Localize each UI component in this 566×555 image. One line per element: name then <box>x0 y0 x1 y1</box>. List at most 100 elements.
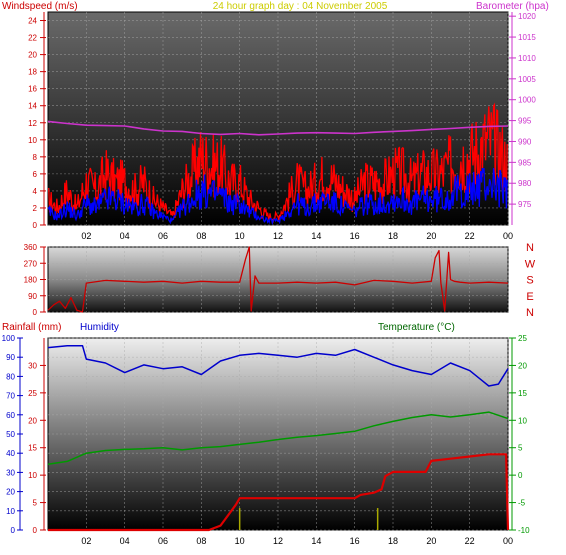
temperature-tick-label: -10 <box>518 526 530 535</box>
wind-tick-label: 8 <box>33 153 38 162</box>
rain-x-tick-label: 22 <box>465 536 475 546</box>
humidity-axis-label: Humidity <box>80 322 119 333</box>
rain-tick-label: 5 <box>33 499 38 508</box>
rainfall-axis-label: Rainfall (mm) <box>2 322 61 333</box>
wind-tick-label: 14 <box>28 102 37 111</box>
wind-tick-label: 24 <box>28 17 37 26</box>
wind-x-tick-label: 04 <box>120 231 130 241</box>
rain-x-tick-label: 16 <box>350 536 360 546</box>
humidity-line <box>47 344 509 387</box>
barometer-line <box>47 120 509 136</box>
wind-tick-label: 22 <box>28 34 37 43</box>
rain-x-tick-label: 10 <box>235 536 245 546</box>
temperature-tick-label: 20 <box>518 361 527 370</box>
wind-x-tick-label: 00 <box>503 231 513 241</box>
rain-x-tick-label: 20 <box>426 536 436 546</box>
wind-x-tick-label: 16 <box>350 231 360 241</box>
wind-x-tick-label: 14 <box>311 231 321 241</box>
humidity-tick-label: 80 <box>6 372 15 381</box>
rain-x-tick-label: 06 <box>158 536 168 546</box>
barometer-axis-label: Barometer (hpa) <box>476 1 549 12</box>
rain-tick-label: 25 <box>28 389 37 398</box>
wind-tick-label: 6 <box>33 170 38 179</box>
rainfall-line <box>48 453 510 532</box>
direction-tick-label: 0 <box>33 308 38 317</box>
wind-x-tick-label: 08 <box>196 231 206 241</box>
wind-tick-label: 18 <box>28 68 37 77</box>
rain-x-tick-label: 04 <box>120 536 130 546</box>
humidity-tick-label: 20 <box>6 488 15 497</box>
wind-average-line <box>47 167 508 226</box>
compass-label: N <box>526 307 534 319</box>
rain-tick-label: 20 <box>28 416 37 425</box>
rain-tick-label: 15 <box>28 444 37 453</box>
humidity-tick-label: 90 <box>6 353 15 362</box>
compass-label: S <box>526 275 533 287</box>
humidity-tick-label: 40 <box>6 449 15 458</box>
compass-label: W <box>525 258 536 270</box>
temperature-line <box>47 411 509 465</box>
rain-tick-label: 30 <box>28 361 37 370</box>
windspeed-axis-label: Windspeed (m/s) <box>2 1 78 12</box>
wind-tick-label: 20 <box>28 51 37 60</box>
direction-tick-label: 180 <box>24 276 38 285</box>
rain-tick-label: 10 <box>28 471 37 480</box>
temperature-axis-label: Temperature (°C) <box>378 322 455 333</box>
barometer-tick-label: 1015 <box>518 33 536 42</box>
wind-tick-label: 0 <box>33 221 38 230</box>
temperature-tick-label: 10 <box>518 416 527 425</box>
wind-gust-line <box>47 102 508 224</box>
wind-x-tick-label: 20 <box>426 231 436 241</box>
humidity-tick-label: 100 <box>2 334 16 343</box>
wind-x-tick-label: 18 <box>388 231 398 241</box>
rain-tick-label: 0 <box>33 526 38 535</box>
temperature-tick-label: 15 <box>518 389 527 398</box>
wind-x-tick-label: 10 <box>235 231 245 241</box>
wind-x-tick-label: 22 <box>465 231 475 241</box>
barometer-tick-label: 995 <box>518 117 532 126</box>
rain-x-tick-label: 08 <box>196 536 206 546</box>
barometer-tick-label: 985 <box>518 158 532 167</box>
rain-x-tick-label: 12 <box>273 536 283 546</box>
direction-tick-label: 270 <box>24 259 38 268</box>
rain-x-tick-label: 18 <box>388 536 398 546</box>
rain-x-tick-label: 00 <box>503 536 513 546</box>
barometer-tick-label: 975 <box>518 200 532 209</box>
wind-tick-label: 16 <box>28 85 37 94</box>
wind-x-tick-label: 02 <box>81 231 91 241</box>
barometer-tick-label: 1020 <box>518 12 536 21</box>
rain-x-tick-label: 02 <box>81 536 91 546</box>
temperature-tick-label: 25 <box>518 334 527 343</box>
wind-tick-label: 4 <box>33 187 38 196</box>
compass-label: E <box>526 291 533 303</box>
wind-tick-label: 12 <box>28 119 37 128</box>
chart-title: 24 hour graph day : 04 November 2005 <box>213 1 388 12</box>
humidity-tick-label: 0 <box>11 526 16 535</box>
wind-tick-label: 10 <box>28 136 37 145</box>
temperature-tick-label: 0 <box>518 471 523 480</box>
barometer-tick-label: 1000 <box>518 96 536 105</box>
temperature-tick-label: 5 <box>518 444 523 453</box>
chart-panels: 0246810121416182022249759809859909951000… <box>2 11 536 546</box>
barometer-tick-label: 990 <box>518 137 532 146</box>
humidity-tick-label: 10 <box>6 507 15 516</box>
humidity-tick-label: 60 <box>6 411 15 420</box>
wind-x-tick-label: 06 <box>158 231 168 241</box>
wind-direction-line <box>47 246 509 313</box>
wind-x-tick-label: 12 <box>273 231 283 241</box>
humidity-tick-label: 30 <box>6 468 15 477</box>
direction-tick-label: 90 <box>28 292 37 301</box>
humidity-tick-label: 50 <box>6 430 15 439</box>
rain-x-tick-label: 14 <box>311 536 321 546</box>
direction-tick-label: 360 <box>24 243 38 252</box>
barometer-tick-label: 1005 <box>518 75 536 84</box>
barometer-tick-label: 980 <box>518 179 532 188</box>
humidity-tick-label: 70 <box>6 392 15 401</box>
barometer-tick-label: 1010 <box>518 54 536 63</box>
compass-label: N <box>526 242 534 254</box>
temperature-tick-label: -5 <box>518 499 526 508</box>
wind-tick-label: 2 <box>33 204 38 213</box>
